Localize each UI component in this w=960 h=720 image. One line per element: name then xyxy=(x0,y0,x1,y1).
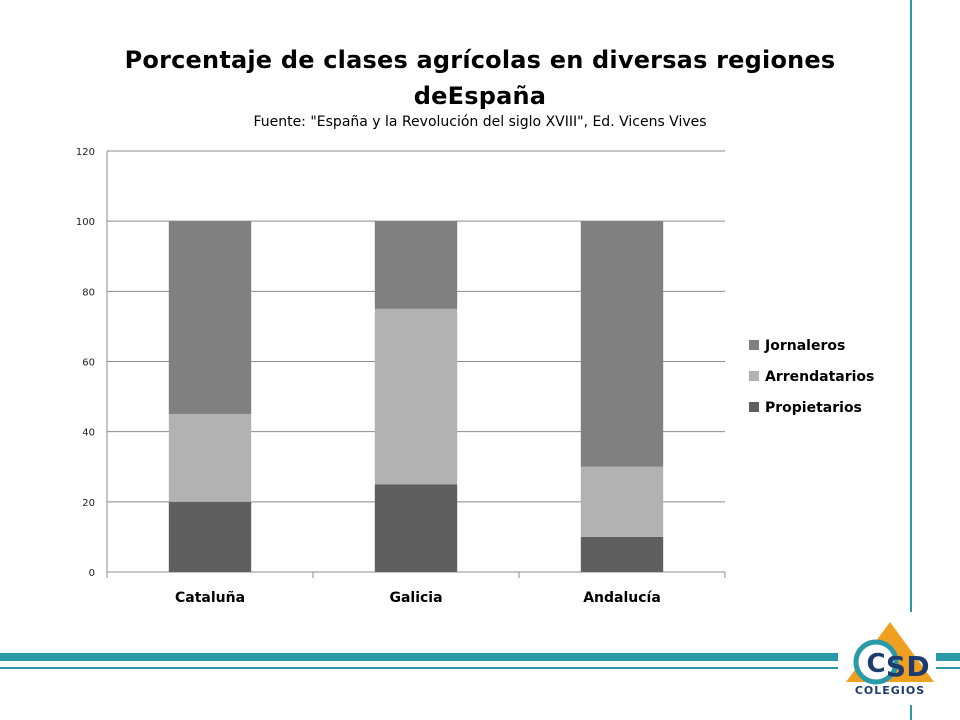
colegios-logo-icon: C S D xyxy=(846,622,934,685)
legend-swatch xyxy=(749,402,759,412)
bar-propietarios xyxy=(580,536,664,572)
x-category-label: Cataluña xyxy=(175,590,245,606)
svg-text:S: S xyxy=(886,650,906,683)
chart-subtitle: Fuente: "España y la Revolución del sigl… xyxy=(253,114,707,130)
svg-text:C: C xyxy=(866,649,885,679)
bar-jornaleros xyxy=(168,221,252,415)
legend-swatch xyxy=(749,340,759,350)
right-decorative-line-bottom xyxy=(910,705,912,720)
bar-jornaleros xyxy=(374,221,458,309)
legend-label: Jornaleros xyxy=(764,338,845,354)
footer-band xyxy=(0,653,838,661)
bar-arrendatarios xyxy=(580,466,664,537)
right-decorative-line xyxy=(910,0,912,612)
y-tick-label: 80 xyxy=(82,287,95,298)
y-tick-label: 20 xyxy=(82,498,95,509)
y-tick-label: 40 xyxy=(82,428,95,439)
bar-propietarios xyxy=(374,484,458,572)
y-tick-label: 0 xyxy=(89,568,95,579)
x-category-label: Galicia xyxy=(389,590,442,606)
legend-label: Arrendatarios xyxy=(765,369,874,385)
chart-title: Porcentaje de clases agrícolas en divers… xyxy=(124,46,836,110)
footer-line xyxy=(0,667,838,669)
logo-text: COLEGIOS xyxy=(854,684,926,697)
footer-line-right xyxy=(936,667,960,669)
footer-band-right xyxy=(936,653,960,661)
bar-arrendatarios xyxy=(374,308,458,485)
logo-circle-icon xyxy=(853,639,899,685)
legend-label: Propietarios xyxy=(765,400,862,416)
y-tick-label: 100 xyxy=(76,217,95,228)
y-tick-label: 60 xyxy=(82,358,95,369)
bar-jornaleros xyxy=(580,221,664,467)
bar-propietarios xyxy=(168,501,252,572)
bar-arrendatarios xyxy=(168,414,252,502)
x-category-label: Andalucía xyxy=(583,590,661,606)
y-tick-label: 120 xyxy=(76,147,95,158)
svg-text:D: D xyxy=(906,650,929,683)
legend-swatch xyxy=(749,371,759,381)
